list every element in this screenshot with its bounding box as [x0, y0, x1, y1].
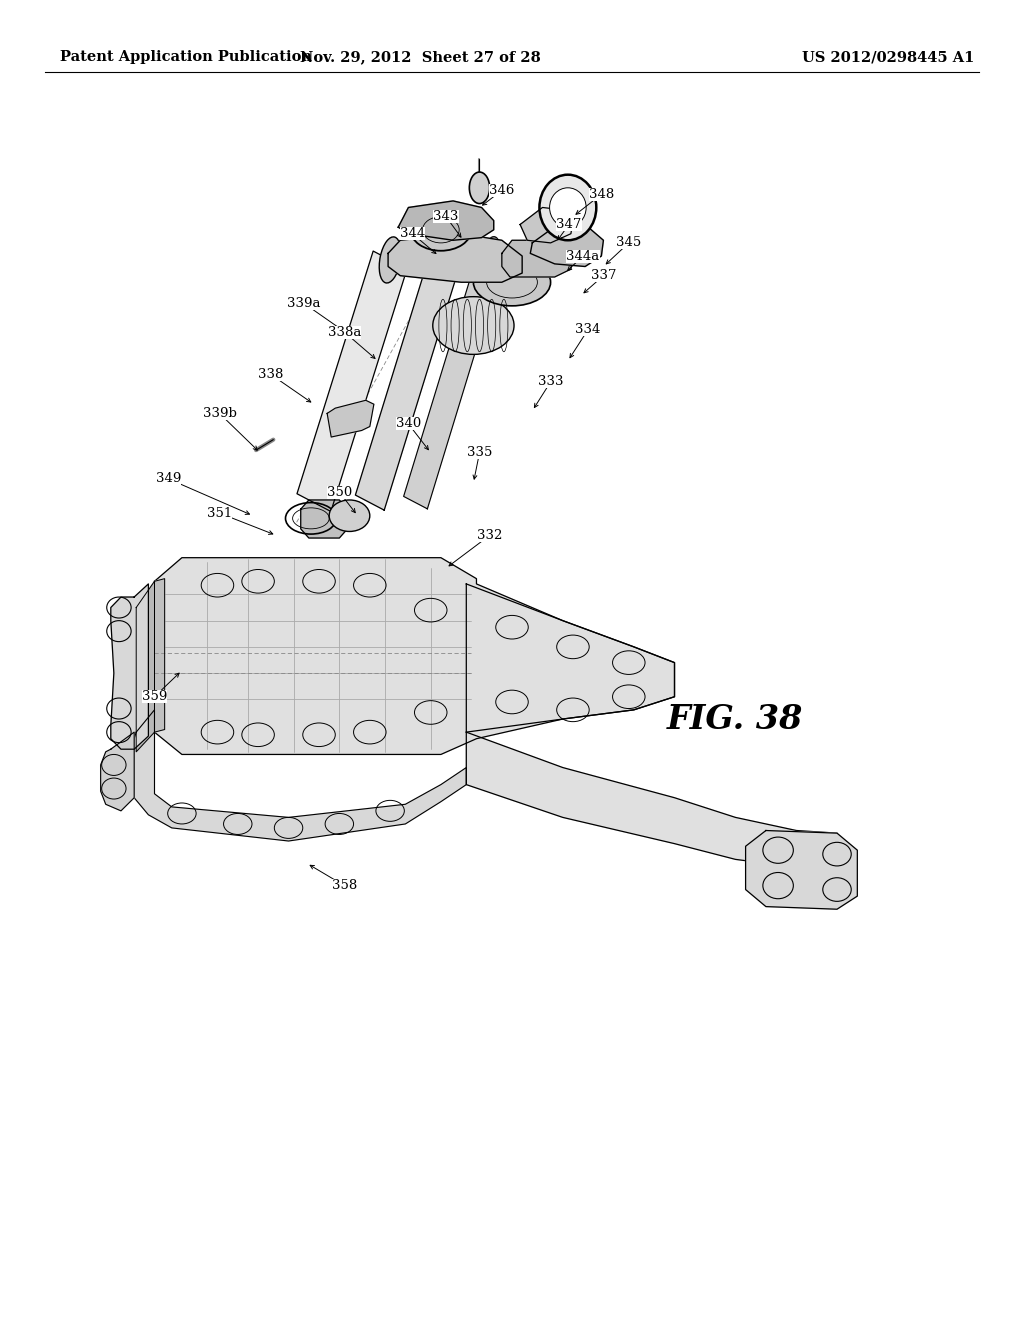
Polygon shape: [100, 733, 134, 810]
Text: 338: 338: [258, 367, 283, 380]
Ellipse shape: [411, 209, 471, 251]
Polygon shape: [355, 248, 461, 510]
Text: 333: 333: [538, 375, 563, 388]
Text: 346: 346: [489, 183, 514, 197]
Ellipse shape: [433, 297, 514, 354]
Text: 349: 349: [156, 473, 181, 486]
Polygon shape: [466, 733, 837, 867]
Ellipse shape: [473, 259, 551, 306]
Text: 339a: 339a: [287, 297, 321, 310]
Polygon shape: [134, 710, 466, 841]
Polygon shape: [388, 234, 522, 282]
Text: 340: 340: [396, 417, 421, 430]
Text: 350: 350: [327, 486, 352, 499]
Polygon shape: [155, 557, 675, 755]
Ellipse shape: [436, 235, 456, 276]
Polygon shape: [502, 240, 573, 277]
Polygon shape: [466, 583, 675, 733]
Text: 359: 359: [141, 690, 167, 704]
Text: 339b: 339b: [203, 407, 237, 420]
Ellipse shape: [483, 236, 501, 271]
Ellipse shape: [550, 187, 586, 227]
Polygon shape: [111, 583, 148, 750]
Text: 338a: 338a: [328, 326, 361, 339]
Polygon shape: [520, 207, 573, 243]
Text: 344: 344: [399, 227, 425, 240]
Text: 337: 337: [591, 269, 616, 282]
Ellipse shape: [540, 174, 596, 240]
Text: FIG. 38: FIG. 38: [668, 702, 804, 735]
Text: Patent Application Publication: Patent Application Publication: [60, 50, 312, 65]
Polygon shape: [327, 400, 374, 437]
Ellipse shape: [379, 236, 401, 282]
Text: 344a: 344a: [566, 249, 600, 263]
Ellipse shape: [329, 500, 370, 532]
Polygon shape: [530, 224, 603, 267]
Text: 358: 358: [332, 879, 357, 892]
Polygon shape: [297, 251, 408, 511]
Text: 335: 335: [467, 446, 493, 459]
Text: 351: 351: [207, 507, 232, 520]
Polygon shape: [155, 578, 165, 733]
Text: US 2012/0298445 A1: US 2012/0298445 A1: [802, 50, 974, 65]
Polygon shape: [136, 581, 155, 752]
Polygon shape: [403, 247, 504, 508]
Polygon shape: [301, 500, 347, 539]
Text: 332: 332: [477, 529, 503, 543]
Text: 348: 348: [589, 187, 614, 201]
Text: 343: 343: [433, 210, 459, 223]
Polygon shape: [745, 830, 857, 909]
Polygon shape: [398, 201, 494, 240]
Text: 334: 334: [575, 323, 601, 337]
Text: 347: 347: [556, 218, 582, 231]
Text: Nov. 29, 2012  Sheet 27 of 28: Nov. 29, 2012 Sheet 27 of 28: [300, 50, 541, 65]
Text: 345: 345: [616, 236, 641, 249]
Ellipse shape: [469, 172, 489, 203]
